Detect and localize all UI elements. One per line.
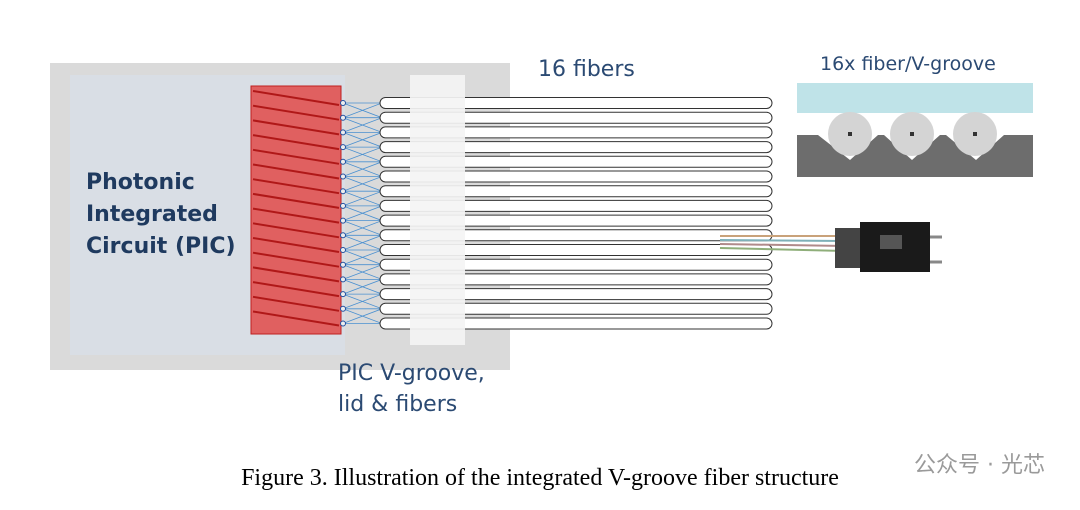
waveguide	[252, 192, 340, 209]
fiber	[379, 214, 773, 227]
fan-line	[342, 102, 383, 119]
fiber-end	[340, 320, 346, 327]
fiber	[379, 317, 773, 330]
waveguide	[252, 119, 340, 136]
fiber-end	[340, 158, 346, 165]
vgroove-label: PIC V-groove, lid & fibers	[338, 361, 492, 417]
fibers	[379, 97, 773, 330]
lid	[410, 75, 465, 345]
pic-label-line: Photonic	[86, 170, 195, 195]
waveguide	[252, 134, 340, 151]
caption: Figure 3. Illustration of the integrated…	[241, 465, 839, 491]
fiber-label: 16 fibers	[538, 57, 635, 82]
connector-photo	[719, 222, 942, 272]
fan-line	[342, 117, 383, 133]
fan-line	[342, 146, 383, 163]
inset-lid	[797, 83, 1033, 113]
fan-line	[342, 308, 383, 324]
inset-core	[848, 132, 852, 136]
fiber-end	[340, 202, 346, 209]
waveguide	[252, 178, 340, 195]
fan-line	[342, 132, 383, 148]
fiber	[379, 97, 773, 109]
fan-line	[342, 161, 383, 177]
fan-line	[342, 249, 383, 266]
fiber-lead	[719, 239, 846, 242]
inset-core	[910, 132, 914, 136]
fiber-end	[340, 247, 346, 253]
fan-line	[342, 293, 383, 310]
pic-label-line: Circuit (PIC)	[86, 234, 236, 259]
waveguide	[252, 90, 340, 106]
fan-line	[342, 264, 383, 280]
waveguide	[252, 207, 340, 224]
waveguide	[252, 148, 340, 165]
fiber	[379, 273, 773, 286]
fiber-end	[340, 291, 346, 298]
inset-core	[973, 132, 977, 136]
fiber	[379, 141, 773, 154]
fan-line	[342, 176, 383, 192]
pic-label-line: Integrated	[86, 202, 218, 227]
waveguide	[252, 104, 340, 121]
fiber	[379, 111, 773, 124]
fiber	[379, 126, 773, 139]
vgroove-label-line: PIC V-groove,	[338, 361, 485, 386]
fiber	[379, 302, 773, 315]
waveguide	[252, 222, 340, 239]
waveguide	[252, 310, 340, 327]
fan-line	[342, 234, 383, 251]
inset-grooves	[797, 135, 1033, 177]
fiber-end	[340, 114, 346, 121]
fiber	[379, 185, 773, 198]
waveguide	[252, 163, 340, 180]
fiber-end	[340, 100, 346, 106]
fiber-lead	[719, 247, 846, 252]
fiber-end	[340, 305, 346, 312]
fiber-end	[340, 173, 346, 180]
fiber-lead	[719, 243, 846, 247]
waveguide	[252, 281, 340, 298]
fiber	[379, 288, 773, 301]
fiber-end	[340, 188, 346, 195]
waveguide	[252, 295, 340, 312]
watermark: 公众号 · 光芯	[914, 453, 1045, 478]
fiber	[379, 258, 773, 271]
fiber-end	[340, 276, 346, 283]
fiber-end	[340, 144, 346, 151]
inset	[797, 83, 1033, 177]
fiber-end	[340, 232, 346, 239]
fiber-end	[340, 261, 346, 268]
fiber	[379, 155, 773, 168]
fiber-end	[340, 217, 346, 224]
vgroove-label-line: lid & fibers	[338, 392, 457, 417]
inset-label: 16x fiber/V-groove	[820, 53, 996, 75]
fan-line	[342, 190, 383, 207]
fan-line	[342, 279, 383, 295]
waveguide	[252, 251, 340, 268]
fiber-fan	[340, 100, 383, 327]
waveguide	[252, 237, 340, 253]
fiber	[379, 170, 773, 183]
fiber-end	[340, 129, 346, 136]
pic-label: Photonic Integrated Circuit (PIC)	[86, 170, 236, 259]
fan-line	[342, 220, 383, 236]
fan-line	[342, 205, 383, 221]
fiber	[379, 199, 773, 212]
waveguide	[252, 266, 340, 283]
connector-detail	[880, 235, 902, 249]
